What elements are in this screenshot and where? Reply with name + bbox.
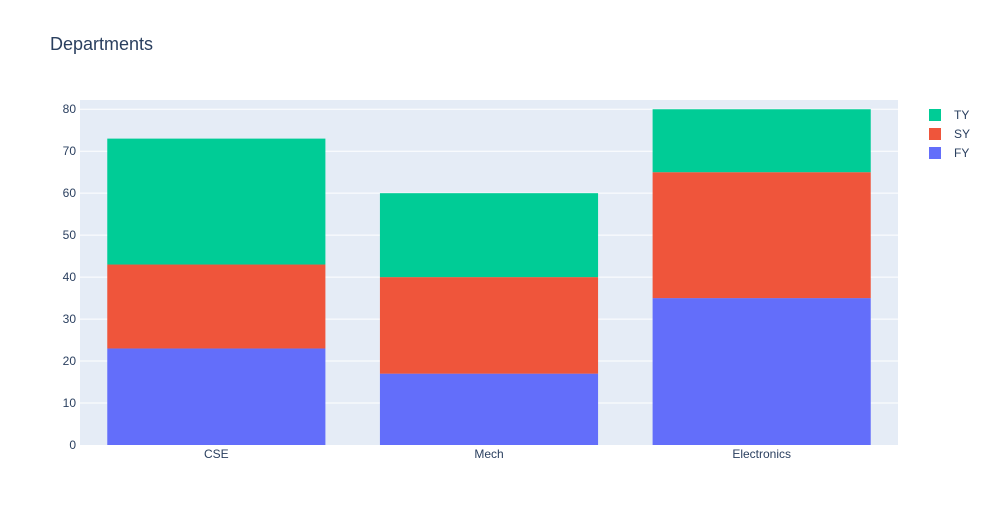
legend-label: SY (954, 127, 970, 141)
y-tick-label: 50 (63, 228, 77, 242)
legend-swatch (929, 109, 941, 121)
y-tick-label: 60 (63, 186, 77, 200)
y-axis: 0 10 20 30 40 50 60 70 80 (63, 102, 77, 452)
legend-item-fy[interactable]: FY (929, 146, 969, 160)
chart-title: Departments (50, 34, 153, 54)
y-tick-label: 40 (63, 270, 77, 284)
bar-sy-electronics[interactable] (652, 172, 871, 299)
legend-item-ty[interactable]: TY (929, 108, 969, 122)
bars[interactable] (107, 109, 871, 445)
legend-swatch (929, 147, 941, 159)
x-tick-label: Mech (474, 447, 503, 461)
legend-label: TY (954, 108, 969, 122)
y-tick-label: 0 (69, 438, 76, 452)
legend-label: FY (954, 146, 969, 160)
bar-fy-cse[interactable] (107, 348, 326, 445)
y-tick-label: 80 (63, 102, 77, 116)
x-tick-label: Electronics (732, 447, 791, 461)
x-tick-label: CSE (204, 447, 229, 461)
bar-ty-electronics[interactable] (652, 109, 871, 173)
bar-fy-electronics[interactable] (652, 298, 871, 445)
y-tick-label: 30 (63, 312, 77, 326)
bar-ty-mech[interactable] (379, 193, 599, 278)
y-tick-label: 70 (63, 144, 77, 158)
legend[interactable]: TY SY FY (929, 108, 970, 160)
legend-swatch (929, 128, 941, 140)
bar-ty-cse[interactable] (107, 138, 326, 265)
bar-fy-mech[interactable] (379, 373, 599, 445)
bar-sy-mech[interactable] (379, 277, 599, 374)
y-tick-label: 10 (63, 396, 77, 410)
y-tick-label: 20 (63, 354, 77, 368)
x-axis: CSE Mech Electronics (204, 447, 791, 461)
bar-sy-cse[interactable] (107, 264, 326, 349)
legend-item-sy[interactable]: SY (929, 127, 970, 141)
